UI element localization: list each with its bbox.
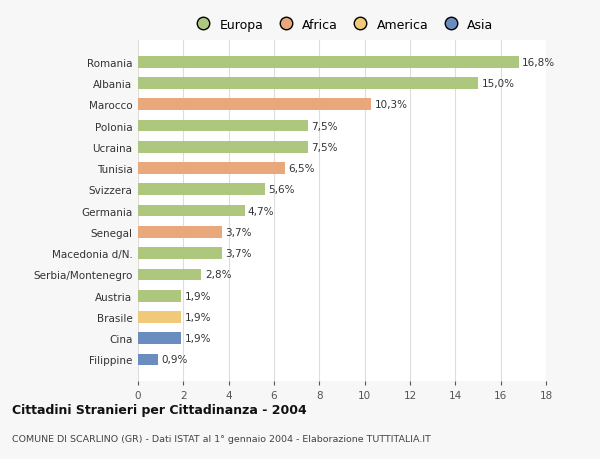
Bar <box>138 57 519 68</box>
Bar <box>138 248 222 259</box>
Text: 1,9%: 1,9% <box>184 312 211 322</box>
Bar <box>138 163 286 174</box>
Legend: Europa, Africa, America, Asia: Europa, Africa, America, Asia <box>185 14 499 37</box>
Bar <box>138 99 371 111</box>
Bar <box>138 120 308 132</box>
Bar <box>138 78 478 90</box>
Text: 15,0%: 15,0% <box>481 79 514 89</box>
Bar <box>138 205 245 217</box>
Text: 3,7%: 3,7% <box>225 249 252 258</box>
Text: 7,5%: 7,5% <box>311 142 338 152</box>
Bar <box>138 227 222 238</box>
Text: 4,7%: 4,7% <box>248 206 274 216</box>
Bar <box>138 333 181 344</box>
Text: 1,9%: 1,9% <box>184 291 211 301</box>
Text: 16,8%: 16,8% <box>522 57 556 67</box>
Text: 2,8%: 2,8% <box>205 270 232 280</box>
Text: COMUNE DI SCARLINO (GR) - Dati ISTAT al 1° gennaio 2004 - Elaborazione TUTTITALI: COMUNE DI SCARLINO (GR) - Dati ISTAT al … <box>12 434 431 442</box>
Text: 10,3%: 10,3% <box>375 100 408 110</box>
Text: 5,6%: 5,6% <box>268 185 295 195</box>
Text: 7,5%: 7,5% <box>311 121 338 131</box>
Text: Cittadini Stranieri per Cittadinanza - 2004: Cittadini Stranieri per Cittadinanza - 2… <box>12 403 307 416</box>
Bar <box>138 290 181 302</box>
Bar <box>138 354 158 365</box>
Text: 6,5%: 6,5% <box>289 164 315 174</box>
Bar <box>138 142 308 153</box>
Bar <box>138 269 202 280</box>
Text: 0,9%: 0,9% <box>162 355 188 365</box>
Text: 1,9%: 1,9% <box>184 334 211 343</box>
Text: 3,7%: 3,7% <box>225 227 252 237</box>
Bar <box>138 311 181 323</box>
Bar <box>138 184 265 196</box>
